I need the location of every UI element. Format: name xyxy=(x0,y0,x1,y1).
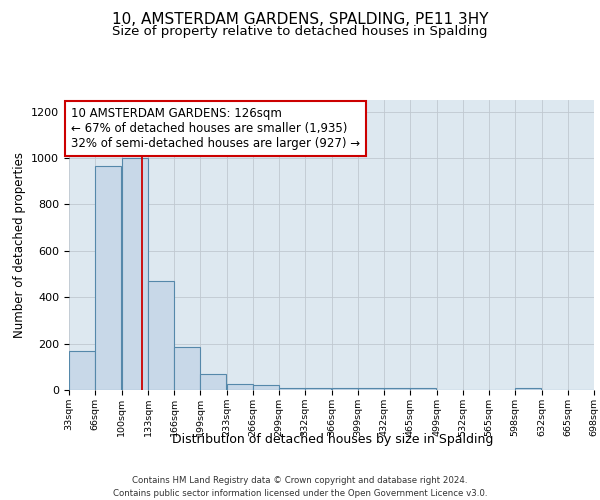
Bar xyxy=(384,388,410,390)
Bar xyxy=(200,374,226,390)
Bar xyxy=(305,388,331,390)
Bar xyxy=(332,388,358,390)
Text: 10, AMSTERDAM GARDENS, SPALDING, PE11 3HY: 10, AMSTERDAM GARDENS, SPALDING, PE11 3H… xyxy=(112,12,488,28)
Text: 10 AMSTERDAM GARDENS: 126sqm
← 67% of detached houses are smaller (1,935)
32% of: 10 AMSTERDAM GARDENS: 126sqm ← 67% of de… xyxy=(71,107,361,150)
Text: Contains HM Land Registry data © Crown copyright and database right 2024.
Contai: Contains HM Land Registry data © Crown c… xyxy=(113,476,487,498)
Bar xyxy=(515,388,541,390)
Bar xyxy=(410,388,436,390)
Bar xyxy=(358,388,384,390)
Text: Distribution of detached houses by size in Spalding: Distribution of detached houses by size … xyxy=(172,432,494,446)
Y-axis label: Number of detached properties: Number of detached properties xyxy=(13,152,26,338)
Bar xyxy=(148,281,174,390)
Bar xyxy=(253,386,279,390)
Bar xyxy=(122,158,148,390)
Bar xyxy=(227,384,253,390)
Text: Size of property relative to detached houses in Spalding: Size of property relative to detached ho… xyxy=(112,25,488,38)
Bar xyxy=(95,166,121,390)
Bar xyxy=(174,347,200,390)
Bar xyxy=(279,388,305,390)
Bar xyxy=(69,350,95,390)
